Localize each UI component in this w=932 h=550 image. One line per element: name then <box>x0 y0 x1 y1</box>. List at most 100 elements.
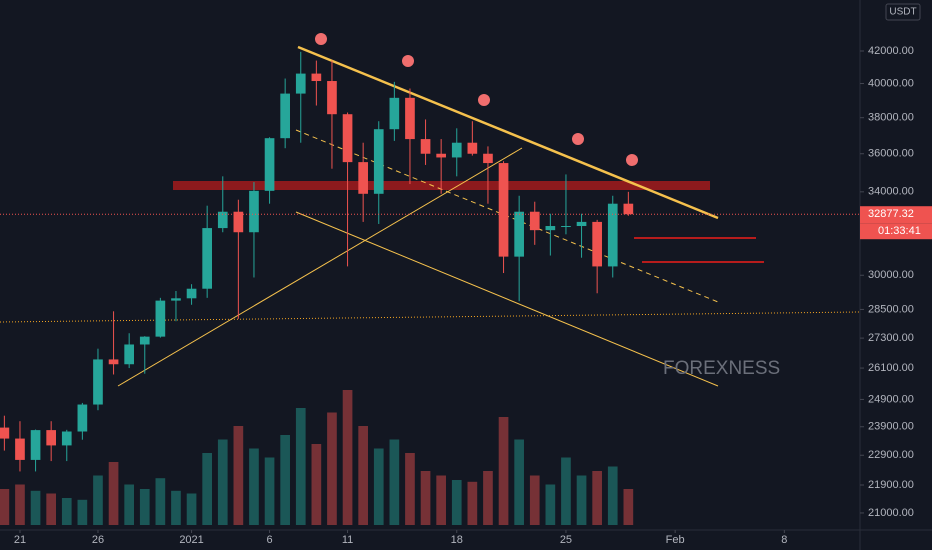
volume-bar <box>327 412 337 525</box>
volume-bar <box>30 490 41 525</box>
volume-bar <box>607 466 618 525</box>
candle-body <box>202 228 212 289</box>
candle-body <box>607 203 618 267</box>
x-tick-label: 2021 <box>179 534 203 546</box>
candle-body <box>467 142 478 154</box>
volume-bar <box>46 493 57 525</box>
volume-bar <box>155 478 166 525</box>
y-tick-label: 38000.00 <box>868 112 914 124</box>
currency-badge <box>885 3 921 21</box>
y-tick-label: 34000.00 <box>868 186 914 198</box>
candle-body <box>405 97 415 140</box>
x-tick-label: 6 <box>266 534 272 546</box>
last-price-label: 32877.32 <box>868 208 914 220</box>
candle-body <box>61 431 72 446</box>
y-tick-label: 27300.00 <box>868 332 914 344</box>
candle-body <box>373 129 384 194</box>
volume-bar <box>483 471 493 525</box>
candle-body <box>124 344 134 365</box>
candle-body <box>108 359 119 365</box>
trend-line <box>117 147 523 387</box>
y-tick-label: 36000.00 <box>868 148 914 160</box>
candle-body <box>249 190 259 233</box>
candle-body <box>93 359 103 405</box>
volume-bar <box>311 444 322 525</box>
y-tick-label: 26100.00 <box>868 362 914 374</box>
volume-bar <box>467 481 478 525</box>
x-tick-label: 26 <box>92 534 104 546</box>
candle-body <box>576 221 587 227</box>
volume-layer <box>0 390 634 525</box>
volume-bar <box>139 489 150 525</box>
volume-bar <box>233 426 244 525</box>
candle-body <box>217 211 228 229</box>
trend-line <box>297 45 719 220</box>
candle-body <box>389 97 400 130</box>
volume-bar <box>295 408 306 525</box>
x-tick-label: 11 <box>342 534 353 546</box>
volume-bar <box>358 426 368 525</box>
last-price-badge <box>860 206 932 224</box>
candle-body <box>155 300 166 337</box>
volume-bar <box>545 484 556 525</box>
candle-body <box>171 298 181 301</box>
y-tick-label: 24900.00 <box>868 393 914 405</box>
candle-body <box>623 203 634 215</box>
candle-body <box>514 211 524 257</box>
candle-body <box>358 162 368 194</box>
volume-bar <box>108 462 119 525</box>
y-tick-label: 30000.00 <box>868 269 914 281</box>
volume-bar <box>280 435 290 525</box>
candle-body <box>15 438 25 460</box>
volume-bar <box>93 475 103 525</box>
volume-bar <box>561 457 571 525</box>
y-tick-label: 40000.00 <box>868 77 914 89</box>
candle-body <box>592 221 602 267</box>
volume-bar <box>576 475 587 525</box>
candle-body <box>30 430 41 460</box>
volume-bar <box>498 417 509 525</box>
volume-bar <box>436 475 446 525</box>
candle-body <box>0 427 10 439</box>
currency: USDT <box>889 7 916 18</box>
volume-bar <box>623 489 634 525</box>
watermark: FOREXNESS <box>663 358 780 379</box>
candle-body <box>46 430 57 446</box>
x-tick-label: 8 <box>781 534 787 546</box>
candle-body <box>451 142 462 158</box>
volume-bar <box>342 390 353 525</box>
countdown: 01:33:41 <box>878 225 921 237</box>
volume-bar <box>592 471 602 525</box>
candle-body <box>342 114 353 163</box>
volume-bar <box>451 480 462 525</box>
y-tick-label: 28500.00 <box>868 303 914 315</box>
volume-bar <box>61 498 72 525</box>
y-tick-label: 21900.00 <box>868 479 914 491</box>
candle-body <box>233 211 244 233</box>
countdown-badge <box>860 223 932 240</box>
candle-body <box>295 73 306 94</box>
candle-body <box>264 138 275 191</box>
volume-bar <box>186 493 197 525</box>
volume-bar <box>405 453 415 525</box>
candle-body <box>545 226 556 231</box>
x-tick-label: 18 <box>451 534 463 546</box>
volume-bar <box>202 453 212 525</box>
candle-body <box>77 404 88 432</box>
candle-body <box>327 81 337 115</box>
volume-bar <box>389 439 400 525</box>
volume-bar <box>171 490 181 525</box>
markers <box>315 33 638 166</box>
y-tick-label: 21000.00 <box>868 507 914 519</box>
volume-bar <box>217 439 228 525</box>
volume-bar <box>124 484 134 525</box>
candle-body <box>561 226 571 228</box>
candle-body <box>529 211 540 231</box>
candle-body <box>280 93 290 139</box>
candle-body <box>483 153 493 164</box>
x-tick-label: 25 <box>560 534 572 546</box>
trend-line <box>295 211 719 387</box>
candle-body <box>498 163 509 257</box>
